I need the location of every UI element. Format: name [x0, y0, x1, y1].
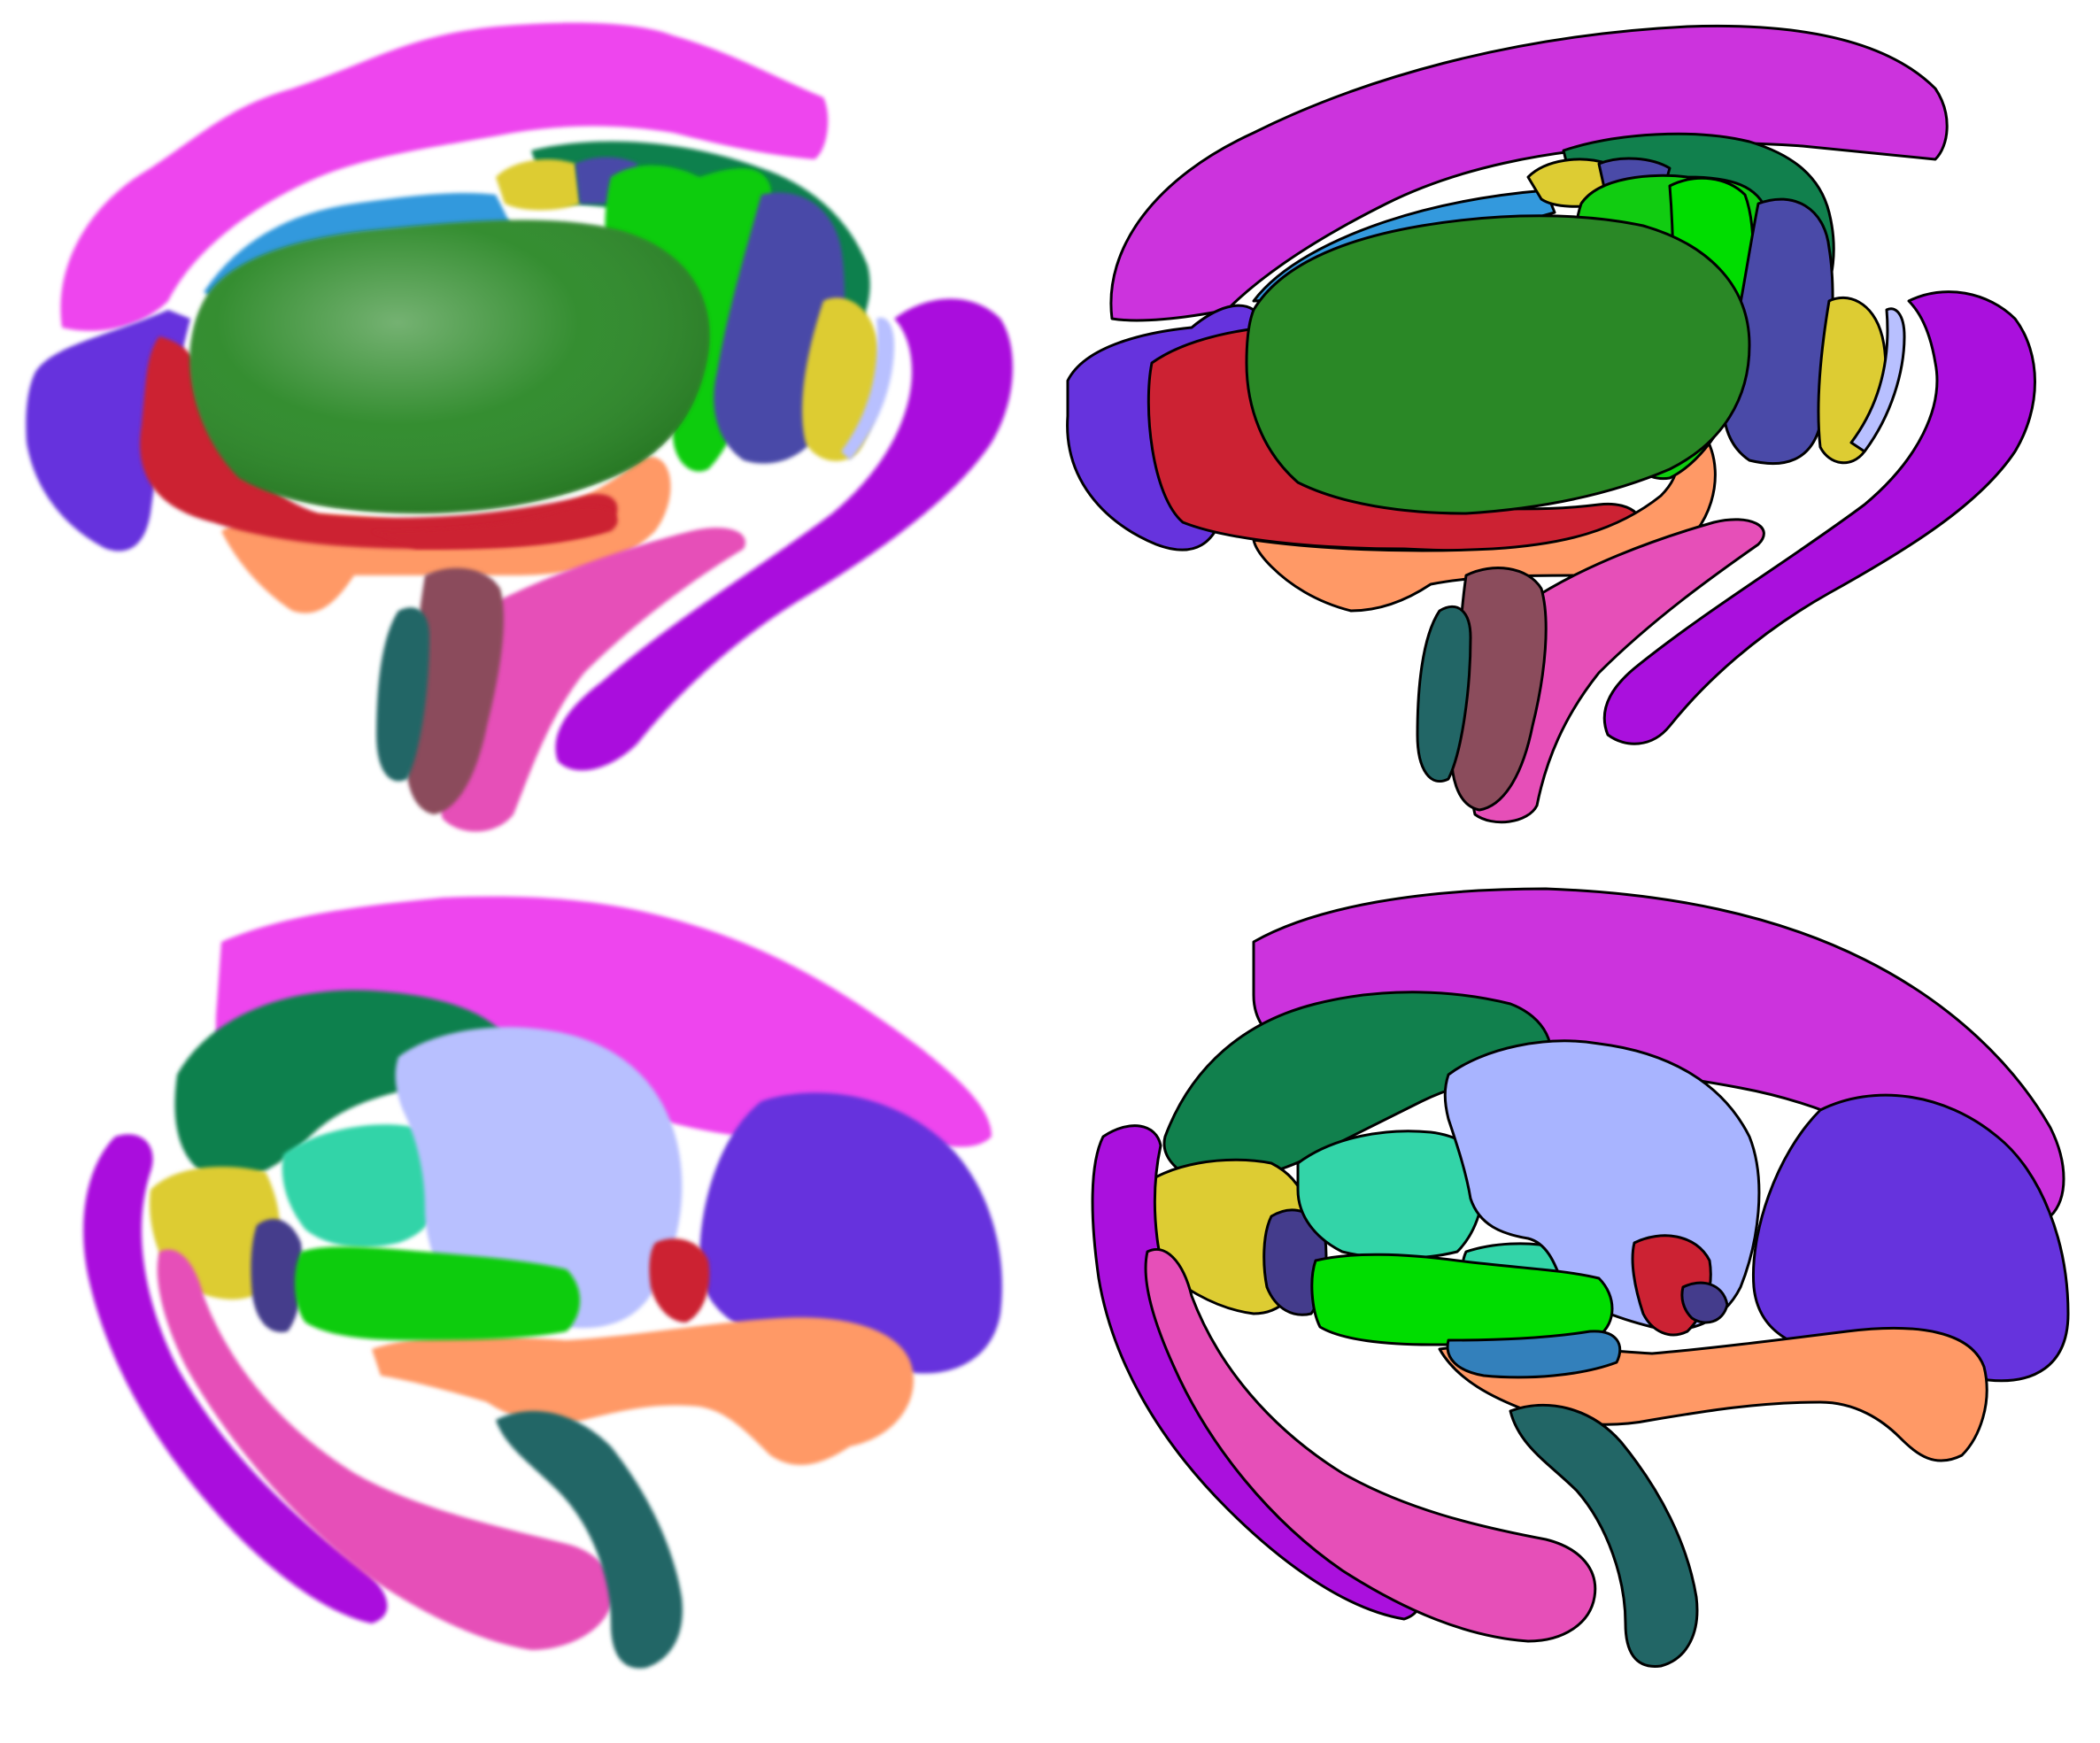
region-magenta-dorsal	[60, 22, 829, 331]
panel-3d-medial	[0, 871, 1050, 1743]
region-pink-arc	[439, 528, 745, 832]
region-pink-arc	[157, 1249, 614, 1650]
region-steel-blue	[1446, 1330, 1622, 1379]
region-violet-arc	[555, 298, 1013, 771]
region-dark-green-highlight	[189, 220, 710, 513]
region-purple-blue	[699, 1092, 1002, 1374]
region-indigo	[251, 1218, 303, 1332]
region-indigo-small	[1680, 1281, 1729, 1324]
region-aqua	[1296, 1130, 1486, 1260]
region-dark-teal	[376, 607, 429, 782]
region-red-tail	[372, 506, 618, 549]
region-purple-blue	[1751, 1093, 2070, 1383]
panel-flat-medial	[1050, 871, 2100, 1743]
region-violet-arc	[1602, 290, 2036, 745]
region-lavender-sliver	[1849, 307, 1906, 453]
region-lavender	[395, 1027, 683, 1329]
render-3d-medial	[83, 896, 1002, 1669]
panel-flat-lateral	[1050, 0, 2100, 871]
region-red	[140, 336, 618, 549]
region-mauve	[405, 567, 505, 814]
panel-3d-lateral	[0, 0, 1050, 871]
region-violet-arc	[83, 1134, 388, 1623]
region-dark-green	[1245, 214, 1751, 515]
render-3d-lateral	[26, 22, 1013, 832]
region-dark-teal	[1416, 605, 1472, 783]
region-lime	[295, 1246, 580, 1340]
diagram-flat-medial	[1091, 887, 2070, 1668]
region-teal-green	[174, 990, 513, 1181]
region-magenta-dorsal	[1109, 24, 1949, 322]
diagram-flat-lateral	[1066, 24, 2036, 824]
region-salmon	[372, 1317, 914, 1465]
region-aqua	[282, 1124, 444, 1247]
region-pink-arc	[1144, 1248, 1597, 1643]
region-yellow-right	[1817, 296, 1888, 465]
region-lavender-sliver	[841, 317, 894, 460]
region-dark-teal	[1509, 1403, 1699, 1668]
region-yellow-top	[496, 159, 580, 211]
region-red	[649, 1238, 710, 1323]
region-dark-teal	[496, 1411, 683, 1669]
